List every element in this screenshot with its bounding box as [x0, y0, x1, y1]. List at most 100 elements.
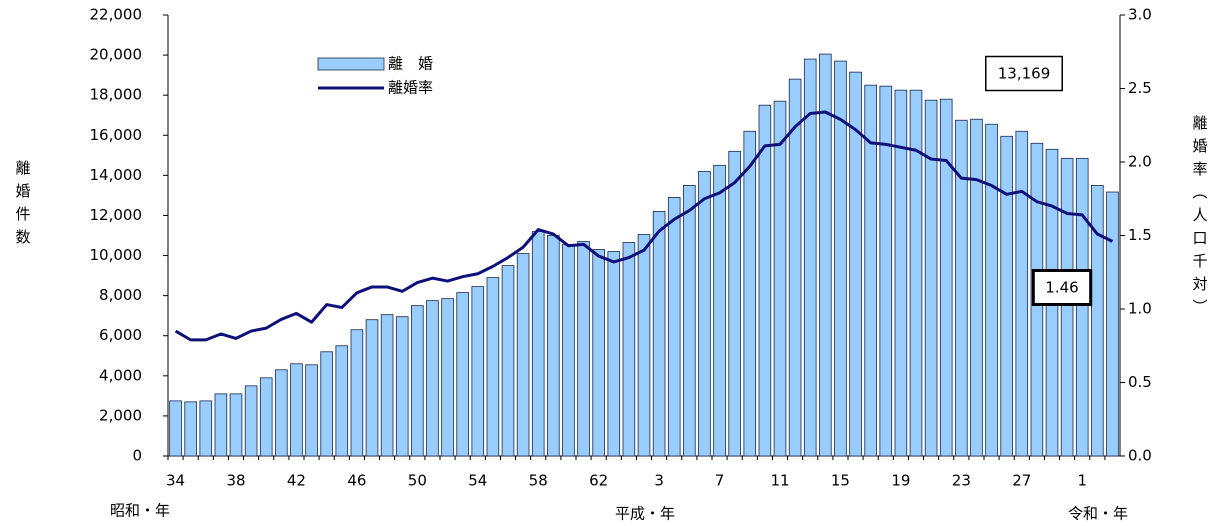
bar: [819, 53, 832, 457]
era-label: 昭和・年: [110, 502, 170, 520]
bar: [169, 400, 182, 457]
bar: [562, 244, 575, 457]
y-tick-label: 18,000: [90, 86, 143, 104]
bar: [970, 118, 983, 457]
y2-tick-label: 3.0: [1128, 6, 1152, 24]
bar: [955, 119, 968, 457]
x-tick-label: 46: [347, 472, 366, 490]
x-tick-label: 1: [1077, 472, 1087, 490]
x-tick-label: 3: [654, 472, 664, 490]
bar: [350, 329, 364, 457]
bar: [1091, 184, 1104, 457]
x-tick-label: 23: [952, 472, 971, 490]
bar: [607, 251, 621, 457]
bar: [652, 211, 666, 457]
bar: [592, 249, 605, 457]
x-tick-label: 27: [1012, 472, 1031, 490]
era-label: 令和・年: [1068, 505, 1128, 523]
y-tick-label: 16,000: [90, 126, 143, 144]
bar: [758, 104, 772, 457]
bar: [547, 235, 560, 457]
x-tick-label: 34: [166, 472, 185, 490]
y-tick-label: 12,000: [90, 206, 143, 224]
bar: [879, 85, 893, 457]
y2-tick-label: 0.0: [1128, 447, 1152, 465]
bar: [773, 100, 787, 457]
bar: [803, 58, 817, 457]
x-tick-label: 58: [529, 472, 548, 490]
bar: [335, 345, 349, 457]
bar: [486, 277, 500, 457]
legend-label: 離婚率: [388, 79, 433, 97]
x-tick-label: 38: [226, 472, 245, 490]
y-tick-label: 10,000: [90, 246, 143, 264]
bar: [426, 300, 439, 457]
y2-tick-label: 2.5: [1128, 79, 1152, 97]
bar: [184, 401, 197, 457]
legend-swatch: [317, 57, 385, 71]
y2-tick-label: 0.5: [1128, 373, 1152, 391]
value-label: 13,169: [998, 65, 1051, 83]
y-tick-label: 4,000: [99, 366, 142, 384]
y2-axis-label: 離婚率（人口千対）: [1191, 114, 1209, 322]
bar: [909, 89, 923, 457]
y2-tick-label: 2.0: [1128, 153, 1152, 171]
y-tick-label: 6,000: [99, 326, 142, 344]
bar: [244, 385, 258, 457]
bar: [834, 60, 847, 457]
y-tick-label: 0: [132, 447, 142, 465]
x-tick-label: 11: [770, 472, 789, 490]
era-label: 平成・年: [615, 505, 675, 523]
y-tick-label: 8,000: [99, 286, 142, 304]
bar: [788, 78, 802, 457]
bar: [531, 231, 545, 457]
bar: [622, 242, 636, 457]
bar: [1000, 135, 1013, 457]
label-box: [1031, 269, 1093, 306]
line: [174, 110, 1114, 342]
bar: [320, 351, 333, 457]
y-axis-label: 離婚件数: [14, 159, 32, 252]
y2-tick-label: 1.5: [1128, 226, 1152, 244]
x-tick-label: 42: [287, 472, 306, 490]
y-tick-label: 22,000: [90, 6, 143, 24]
bar: [305, 364, 318, 457]
bar: [728, 150, 741, 457]
bar: [985, 123, 998, 457]
bar: [441, 298, 454, 457]
bar: [380, 314, 394, 457]
bar: [1060, 157, 1074, 457]
bar: [365, 319, 379, 457]
x-tick-label: 54: [468, 472, 487, 490]
bar: [713, 164, 726, 457]
bar: [894, 89, 908, 457]
y2-tick-label: 1.0: [1128, 300, 1152, 318]
bar: [849, 71, 862, 457]
bar: [864, 84, 877, 457]
bar: [667, 197, 681, 457]
bar: [259, 377, 273, 457]
bar: [275, 369, 288, 457]
value-label: 1.46: [1045, 279, 1078, 297]
bar: [683, 184, 696, 457]
x-tick-label: 15: [831, 472, 850, 490]
bar: [698, 170, 711, 457]
bar: [411, 305, 424, 457]
x-tick-label: 50: [408, 472, 427, 490]
bar: [471, 286, 485, 457]
y-tick-label: 20,000: [90, 46, 143, 64]
bar: [456, 292, 469, 457]
y-tick-label: 14,000: [90, 166, 143, 184]
bar: [743, 130, 757, 457]
bar: [1015, 130, 1029, 457]
bar: [924, 99, 938, 457]
x-tick-label: 62: [589, 472, 608, 490]
x-tick-label: 19: [891, 472, 910, 490]
bar: [939, 98, 953, 457]
bar: [395, 316, 409, 457]
bar: [516, 253, 530, 457]
bar: [199, 400, 213, 457]
legend-label: 離 婚: [388, 55, 433, 73]
bar: [1106, 191, 1119, 457]
